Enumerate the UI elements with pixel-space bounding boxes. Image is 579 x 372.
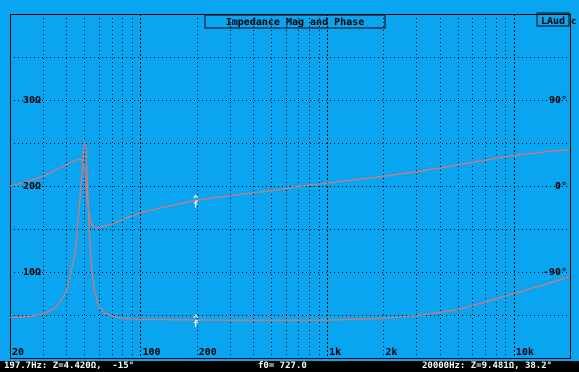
impedance-phase-line — [9, 148, 571, 229]
x-tick-label: 2k — [385, 347, 397, 358]
cursor-marker-magnitude: f — [193, 320, 198, 330]
cursor-marker-phase: f — [193, 200, 198, 210]
status-endpoint-readout: 20000Hz: Z=9.481Ω, 38.2° — [422, 361, 553, 371]
y-left-tick-label: 20Ω — [23, 181, 41, 192]
badge-suffix: c — [571, 17, 576, 27]
impedance-magnitude-line — [9, 140, 571, 321]
badge-label: LAud — [541, 16, 565, 27]
x-tick-label: 1k — [329, 347, 341, 358]
curves — [9, 140, 571, 321]
x-tick-label: 10k — [516, 347, 534, 358]
x-tick-label: 100 — [142, 347, 160, 358]
plot-background — [0, 0, 579, 361]
y-right-tick-label: -90° — [543, 267, 567, 278]
cursor-markers[interactable]: ff — [193, 194, 199, 330]
chart-title: Impedance Mag and Phase — [226, 17, 364, 28]
y-right-tick-label: 0° — [555, 181, 567, 192]
cursor-arrow-icon — [193, 194, 199, 199]
y-left-tick-label: 10Ω — [23, 267, 41, 278]
x-tick-label: 200 — [199, 347, 217, 358]
grid — [10, 14, 571, 359]
status-bar: 197.7Hz: Z=4.420Ω, -15° f0= 727.0 20000H… — [0, 361, 579, 372]
laud-badge[interactable]: LAud c — [536, 12, 576, 27]
y-right-tick-label: 90° — [549, 95, 567, 106]
status-cursor-readout: 197.7Hz: Z=4.420Ω, -15° — [4, 361, 135, 371]
tick-labels: 20 100 200 1k 2k 10k 10Ω 20Ω 30Ω 90° 0° -90° — [12, 95, 567, 358]
cursor-arrow-icon — [193, 314, 199, 319]
x-tick-label: 20 — [12, 347, 24, 358]
y-left-tick-label: 30Ω — [23, 95, 41, 106]
status-resonance: f0= 727.0 — [258, 361, 307, 371]
chart-title-box: Impedance Mag and Phase — [204, 14, 386, 29]
